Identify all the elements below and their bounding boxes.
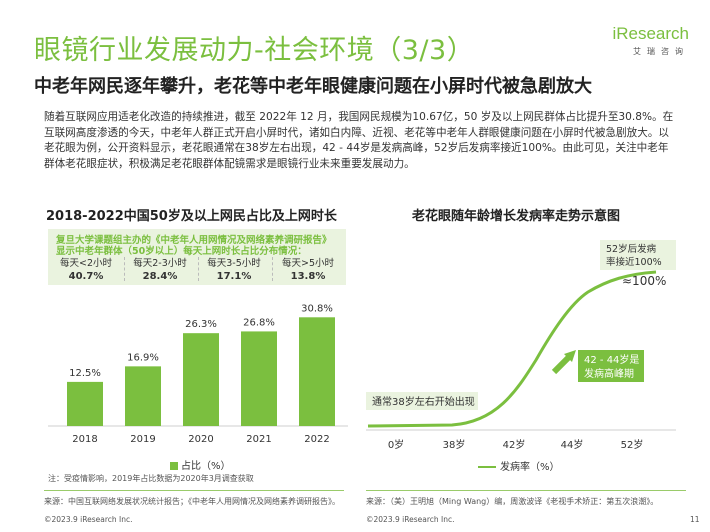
bar-value-label: 26.3% <box>185 319 217 330</box>
bar-value-label: 30.8% <box>301 303 333 314</box>
intro-text: 随着互联网应用适老化改造的持续推进，截至 2022年 12 月，我国网民规模为1… <box>44 111 674 170</box>
onset-box <box>366 392 478 410</box>
bar-value-label: 16.9% <box>127 352 159 363</box>
x-tick: 42岁 <box>503 438 526 451</box>
legend-label: 发病率（%） <box>500 462 560 473</box>
chart-note: 注：受疫情影响，2019年占比数据为2020年3月调查获取 <box>48 474 254 483</box>
page-number: 11 <box>690 515 700 524</box>
page-title: 眼镜行业发展动力-社会环境（3/3） <box>34 35 475 66</box>
x-tick: 52岁 <box>621 438 644 451</box>
usage-value: 13.8% <box>290 271 326 282</box>
right-copyright: ©2023.9 iResearch Inc. <box>366 515 455 524</box>
legend-label: 占比（%） <box>181 461 231 472</box>
usage-label: 每天<2小时 <box>59 258 112 269</box>
right-chart-title: 老花眼随年龄增长发病率走势示意图 <box>412 209 621 224</box>
x-tick: 2022 <box>304 434 329 445</box>
usage-label: 每天>5小时 <box>281 258 334 269</box>
info-line-2: 显示中老年群体（50岁以上）每天上网时长占比分布情况： <box>56 246 307 257</box>
usage-label: 每天2-3小时 <box>133 258 187 269</box>
usage-cell: 每天2-3小时 28.4% <box>126 255 194 282</box>
peak-annotation-1: 42 - 44岁是 <box>584 353 639 366</box>
line-chart: 通常38岁左右开始出现 42 - 44岁是 发病高峰期 52岁后发病 率接近10… <box>356 222 696 482</box>
usage-cell: 每天<2小时 40.7% <box>52 255 120 282</box>
age52-annotation-1: 52岁后发病 <box>606 243 657 255</box>
info-line-1: 复旦大学课题组主办的《中老年人用网情况及网络素养调研报告》 <box>56 235 332 246</box>
left-copyright: ©2023.9 iResearch Inc. <box>44 515 133 524</box>
bar-value-label: 12.5% <box>69 368 101 379</box>
logo-sub: 艾瑞咨询 <box>633 47 689 56</box>
logo-brand: iResearch <box>612 24 689 43</box>
usage-value: 17.1% <box>216 271 252 282</box>
intro-paragraph: 随着互联网应用适老化改造的持续推进，截至 2022年 12 月，我国网民规模为1… <box>44 110 676 172</box>
onset-annotation: 通常38岁左右开始出现 <box>372 395 475 408</box>
footer-rule-right <box>366 490 686 491</box>
divider <box>198 257 199 281</box>
x-tick: 2020 <box>188 434 213 445</box>
page-subtitle: 中老年网民逐年攀升，老花等中老年眼健康问题在小屏时代被急剧放大 <box>34 76 592 97</box>
peak-box <box>578 350 644 382</box>
peak-annotation-2: 发病高峰期 <box>584 367 634 380</box>
usage-value: 28.4% <box>142 271 178 282</box>
bar <box>299 317 335 426</box>
hundred-percent-label: ≈100% <box>622 274 666 288</box>
bar-legend: 占比（%） <box>170 457 231 472</box>
peak-arrowhead <box>564 350 576 362</box>
bar <box>67 381 103 426</box>
x-tick: 44岁 <box>561 438 584 451</box>
bar <box>125 366 161 426</box>
divider <box>272 257 273 281</box>
x-tick: 0岁 <box>388 438 404 451</box>
x-tick: 38岁 <box>443 438 466 451</box>
x-tick: 2019 <box>130 434 155 445</box>
usage-info-box: 复旦大学课题组主办的《中老年人用网情况及网络素养调研报告》 显示中老年群体（50… <box>48 229 346 285</box>
line-chart-svg: 通常38岁左右开始出现 42 - 44岁是 发病高峰期 52岁后发病 率接近10… <box>366 240 676 451</box>
usage-label: 每天3-5小时 <box>207 258 261 269</box>
bar-value-label: 26.8% <box>243 317 275 328</box>
legend-line <box>478 466 496 468</box>
x-tick: 2018 <box>72 434 97 445</box>
incidence-curve <box>367 270 657 428</box>
divider <box>124 257 125 281</box>
usage-value: 40.7% <box>68 271 104 282</box>
bar-chart-svg: 12.5% 2018 16.9% 2019 26.3% 2020 26.8% 2021 30.8… <box>48 303 348 445</box>
left-chart-title: 2018-2022中国50岁及以上网民占比及上网时长 <box>46 209 337 224</box>
usage-cell: 每天>5小时 13.8% <box>274 255 342 282</box>
peak-arrow <box>551 353 573 375</box>
footer-rule-left <box>44 490 344 491</box>
bar <box>183 333 219 426</box>
x-tick: 2021 <box>246 434 271 445</box>
bar-chart: 12.5% 2018 16.9% 2019 26.3% 2020 26.8% 2021 30.8… <box>48 290 348 455</box>
right-source: 来源：（美）王明旭（Ming Wang）编，周激波译《老视手术矫正：第五次浪潮》… <box>366 497 659 506</box>
bar <box>241 331 277 426</box>
age52-annotation-2: 率接近100% <box>606 256 662 268</box>
usage-cell: 每天3-5小时 17.1% <box>200 255 268 282</box>
line-legend: 发病率（%） <box>478 458 560 473</box>
left-source: 来源：中国互联网络发展状况统计报告；《中老年人用网情况及网络素养调研报告》。 <box>44 497 340 506</box>
age52-box <box>600 240 676 270</box>
iresearch-logo: iResearch 艾瑞咨询 <box>603 24 689 60</box>
legend-swatch <box>170 462 178 470</box>
